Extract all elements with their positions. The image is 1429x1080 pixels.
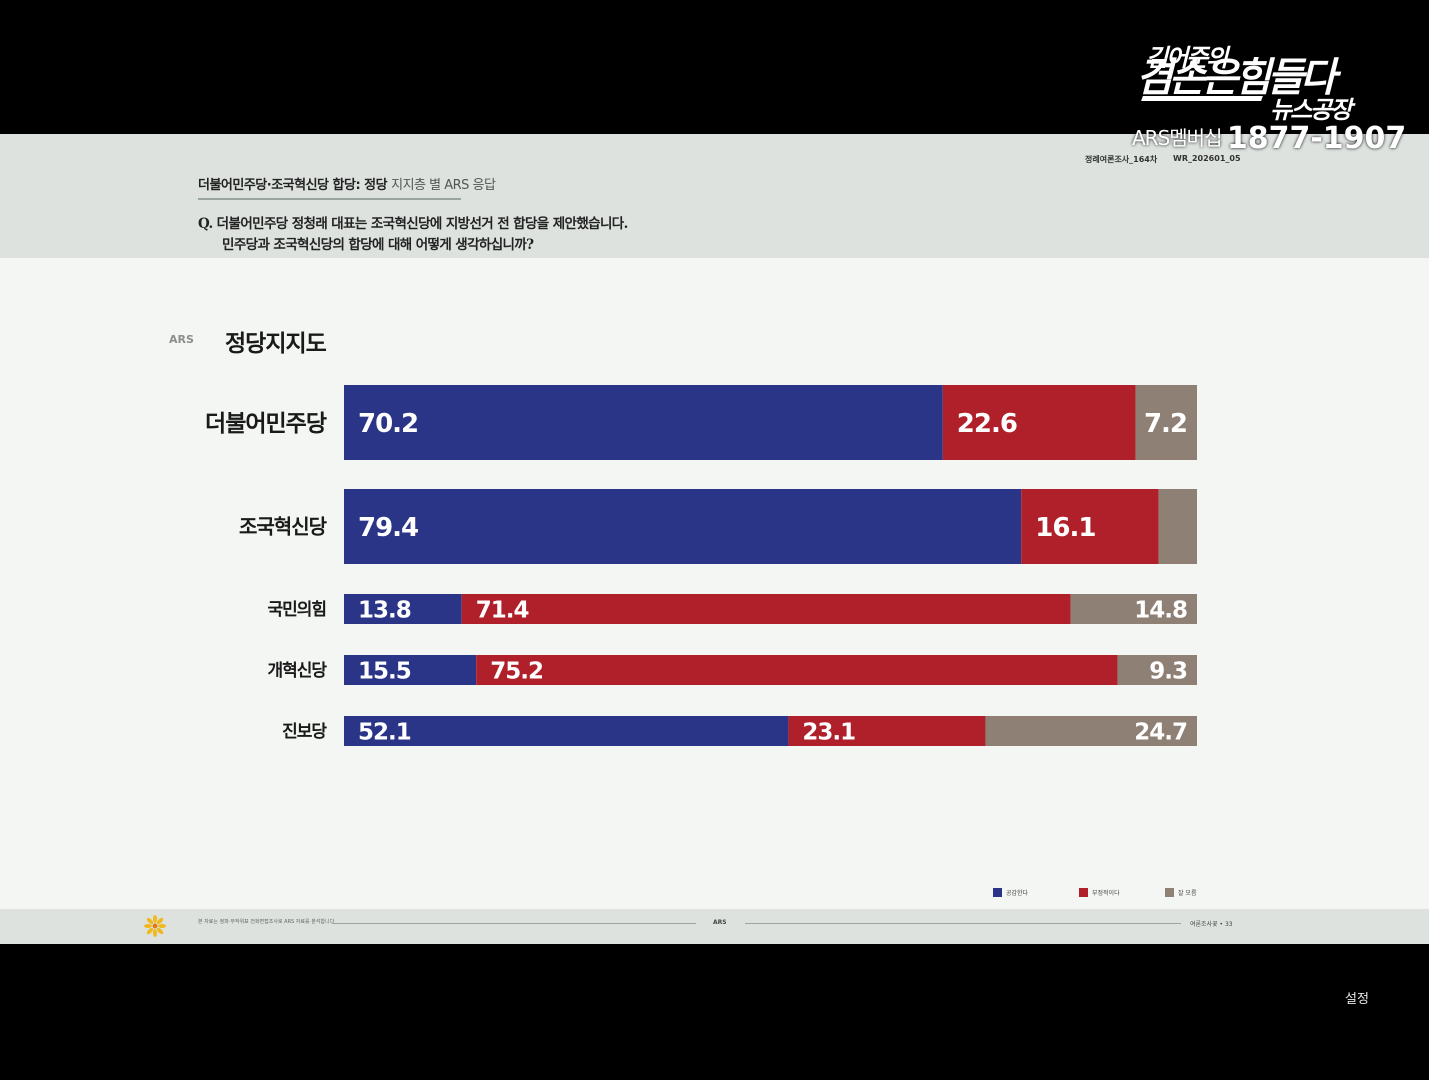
data-label: 22.6: [957, 409, 1017, 439]
survey-slide: 더불어민주당·조국혁신당 합당: 정당 지지층 별 ARS 응답 Q. 더불어민…: [0, 134, 1429, 944]
membership-number: ARS멤버십 1877-1907: [1132, 118, 1407, 156]
question-line-2: 민주당과 조국혁신당의 합당에 대해 어떻게 생각하십니까?: [222, 237, 534, 253]
broadcast-logo: 김어준의 겸손은힘들다 뉴스공장 ARS멤버십 1877-1907: [1132, 38, 1412, 156]
slide-header: 더불어민주당·조국혁신당 합당: 정당 지지층 별 ARS 응답 Q. 더불어민…: [0, 134, 1429, 258]
bar-segment: [344, 655, 477, 685]
slide-title-bold: 더불어민주당·조국혁신당 합당: 정당: [198, 178, 388, 193]
bar-segment: [1021, 489, 1159, 564]
report-code: WR_202601_05: [1173, 154, 1241, 163]
data-label: 70.2: [358, 409, 418, 439]
data-label: 7.2: [1144, 409, 1187, 439]
slide-title-light: 지지층 별 ARS 응답: [391, 178, 496, 193]
legend-label-support: 공감한다: [1006, 890, 1029, 897]
data-label: 14.8: [1134, 597, 1187, 623]
bar-segment: [344, 716, 789, 746]
question-line-1: Q. 더불어민주당 정청래 대표는 조국혁신당에 지방선거 전 합당을 제안했습…: [198, 216, 628, 232]
bar-segment: [788, 716, 986, 746]
settings-button[interactable]: 설정: [1345, 992, 1369, 1007]
legend-label-unsure: 잘 모름: [1178, 890, 1197, 897]
category-label: 진보당: [282, 722, 327, 742]
chart-title: 정당지지도: [225, 331, 327, 357]
brand-line-2: 겸손은힘들다: [1136, 55, 1337, 101]
data-label: 24.7: [1134, 719, 1187, 745]
legend-item-unsure: 잘 모름: [1165, 888, 1196, 897]
bar-segment: [461, 594, 1071, 624]
bar-segment: [985, 716, 1197, 746]
bar-segment: [344, 489, 1022, 564]
footer-page: 여론조사꽃 • 33: [1190, 921, 1233, 928]
footer-section: ARS: [713, 919, 727, 926]
bar-segment: [344, 594, 462, 624]
data-label: 71.4: [476, 597, 529, 623]
category-label: 개혁신당: [267, 660, 327, 681]
footer-note: 본 자료는 정파·무작위표 전화면접조사로 ARS 자료를 분석합니다: [198, 919, 335, 925]
legend-item-oppose: 부정적이다: [1079, 888, 1120, 897]
section-tag: ARS: [169, 333, 194, 346]
bar-segment: [1158, 489, 1197, 564]
stacked-bar-chart: 더불어민주당 70.2 22.6 7.2 조국혁신당 79.4 16.1 국민의힘 13.8 71…: [205, 385, 1197, 746]
footer-rule-right: [745, 923, 1181, 924]
membership-label: ARS멤버십: [1132, 126, 1222, 150]
data-label: 75.2: [490, 658, 543, 684]
bar-segment: [476, 655, 1118, 685]
bar-segment: [1070, 594, 1197, 624]
footer-rule-left: [332, 923, 696, 924]
category-label: 더불어민주당: [205, 411, 327, 437]
bar-segment: [942, 385, 1136, 460]
data-label: 15.5: [358, 658, 411, 684]
data-label: 9.3: [1149, 658, 1187, 684]
title-underline: [198, 198, 461, 200]
flower-logo-icon: [144, 915, 166, 937]
legend-swatch-unsure: [1165, 888, 1174, 897]
bar-segment: [1135, 385, 1197, 460]
survey-question: Q. 더불어민주당 정청래 대표는 조국혁신당에 지방선거 전 합당을 제안했습…: [198, 214, 628, 256]
category-label: 국민의힘: [267, 599, 326, 620]
brand-line-3: 뉴스공장: [1270, 96, 1352, 124]
slide-footer: 본 자료는 정파·무작위표 전화면접조사로 ARS 자료를 분석합니다 ARS …: [0, 909, 1429, 944]
bar-segment: [1117, 655, 1197, 685]
brand-line-1: 김어준의: [1146, 44, 1228, 72]
brand-underline: [1141, 96, 1263, 101]
bar-segment: [344, 385, 943, 460]
category-label: 조국혁신당: [239, 515, 328, 539]
legend-swatch-oppose: [1079, 888, 1088, 897]
survey-round: 정례여론조사_164차: [1085, 155, 1158, 164]
data-label: 16.1: [1035, 513, 1095, 543]
legend-swatch-support: [993, 888, 1002, 897]
slide-title: 더불어민주당·조국혁신당 합당: 정당 지지층 별 ARS 응답: [198, 174, 496, 193]
data-label: 52.1: [358, 719, 411, 745]
legend-label-oppose: 부정적이다: [1092, 890, 1120, 897]
data-label: 23.1: [802, 719, 855, 745]
membership-phone: 1877-1907: [1226, 121, 1407, 156]
data-label: 79.4: [358, 513, 418, 543]
legend-item-support: 공감한다: [993, 888, 1028, 897]
data-label: 13.8: [358, 597, 411, 623]
